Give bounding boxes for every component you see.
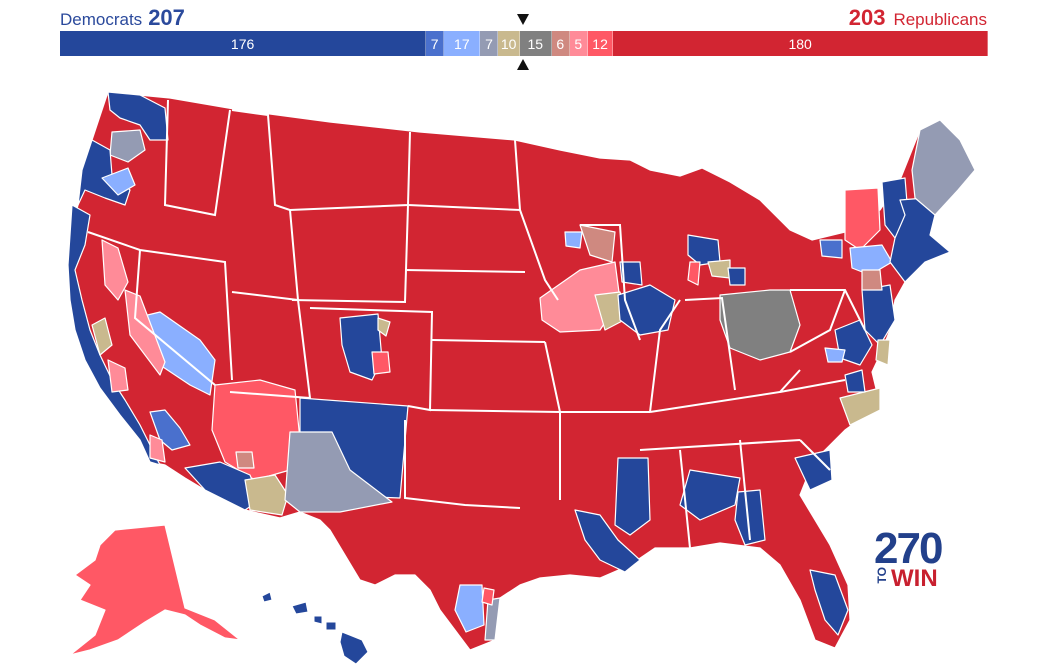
state-borders <box>87 99 866 549</box>
bar-segment-safe-democrat[interactable]: 176 <box>60 31 427 56</box>
map-region[interactable] <box>101 167 136 196</box>
map-region[interactable] <box>687 261 701 286</box>
republicans-seat-count: 203 <box>848 5 886 30</box>
logo-to: TO <box>875 567 889 584</box>
map-region[interactable] <box>861 284 896 346</box>
democrats-seat-count: 207 <box>148 5 185 30</box>
bar-segment-label: 180 <box>788 35 812 52</box>
map-region[interactable] <box>809 569 849 636</box>
map-region[interactable] <box>291 601 309 615</box>
map-region[interactable] <box>339 631 369 665</box>
map-region[interactable] <box>617 284 676 336</box>
bar-segment-safe-republican[interactable]: 180 <box>613 31 988 56</box>
bar-segment-undecided[interactable]: 15 <box>519 31 552 56</box>
map-region[interactable] <box>91 317 113 356</box>
map-region[interactable] <box>149 434 166 463</box>
map-region[interactable] <box>579 224 616 263</box>
map-region[interactable] <box>707 259 731 279</box>
map-region[interactable] <box>377 317 391 337</box>
map-region[interactable] <box>861 269 883 291</box>
map-region[interactable] <box>574 509 641 573</box>
map-region[interactable] <box>235 451 255 469</box>
bar-segment-label: 7 <box>430 35 439 52</box>
bar-segment-leans-republican[interactable]: 5 <box>569 31 588 56</box>
bar-segment-tilt-democrat[interactable]: 7 <box>480 31 499 56</box>
map-region[interactable] <box>261 591 273 603</box>
map-region[interactable] <box>727 267 746 286</box>
map-region[interactable] <box>839 387 881 426</box>
bar-segment-label: 5 <box>574 35 583 52</box>
map-region[interactable] <box>454 584 485 633</box>
map-region[interactable] <box>734 489 766 546</box>
map-region[interactable] <box>844 187 881 251</box>
bar-segment-label: 10 <box>500 35 517 52</box>
map-region[interactable] <box>101 239 129 301</box>
map-region[interactable] <box>849 244 893 276</box>
democrats-label: Democrats <box>60 10 143 29</box>
map-region[interactable] <box>824 347 846 363</box>
majority-marker-up-icon <box>517 59 529 70</box>
bar-segment-leans-democrat[interactable]: 17 <box>444 31 481 56</box>
bar-segment-label: 17 <box>454 35 470 52</box>
map-region[interactable] <box>244 474 289 516</box>
map-region[interactable] <box>794 449 833 491</box>
logo-number: 270 <box>874 524 943 573</box>
bar-segment-label: 176 <box>230 35 255 52</box>
democrats-total: Democrats 207 <box>60 5 185 31</box>
republicans-total: 203 Republicans <box>849 5 987 31</box>
map-region[interactable] <box>564 231 583 249</box>
map-region[interactable] <box>819 239 843 259</box>
bar-segment-tossup[interactable]: 10 <box>498 31 520 56</box>
map-region[interactable] <box>614 457 651 536</box>
bar-segment-label: 7 <box>485 35 493 52</box>
map-region[interactable] <box>325 621 337 631</box>
bar-segment-label: 12 <box>592 35 608 52</box>
map-region[interactable] <box>875 339 891 366</box>
majority-marker-down-icon <box>517 14 529 25</box>
map-region[interactable] <box>339 313 383 381</box>
map-region[interactable] <box>107 91 169 141</box>
map-region[interactable] <box>481 587 495 606</box>
bar-segment-likely-democrat[interactable]: 7 <box>426 31 445 56</box>
map-region[interactable] <box>484 597 501 641</box>
bar-segment-tilt-republican[interactable]: 6 <box>551 31 570 56</box>
map-region[interactable] <box>619 261 643 286</box>
map-region[interactable] <box>313 615 323 625</box>
bar-segment-likely-republican[interactable]: 12 <box>587 31 614 56</box>
map-region[interactable] <box>679 469 741 521</box>
bar-segment-label: 15 <box>527 35 544 52</box>
map-region[interactable] <box>69 524 241 656</box>
republicans-label: Republicans <box>893 10 987 29</box>
logo-win: WIN <box>891 565 938 592</box>
map-region[interactable] <box>911 119 976 216</box>
seat-totals-bar: 176 7 17 7 10 15 6 5 12 180 <box>60 31 988 56</box>
map-region[interactable] <box>844 369 866 393</box>
bar-segment-label: 6 <box>556 35 565 52</box>
map-region[interactable] <box>284 431 393 513</box>
map-region[interactable] <box>107 359 129 393</box>
270towin-logo[interactable]: 270 TO WIN <box>874 524 954 592</box>
map-region[interactable] <box>371 351 391 375</box>
